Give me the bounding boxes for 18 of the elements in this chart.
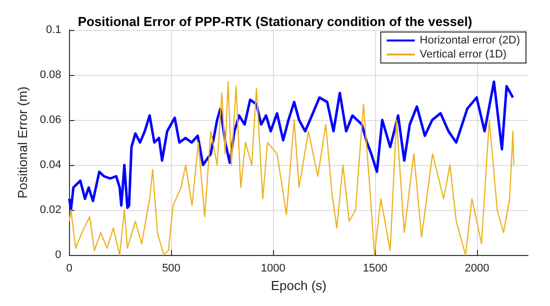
y-tick-label: 0.02 [40,204,62,216]
legend-label: Vertical error (1D) [420,48,507,60]
y-axis-title: Positional Error (m) [15,86,30,198]
x-axis-title: Epoch (s) [270,278,326,293]
line-series [68,81,514,256]
y-tick-label: 0 [55,249,62,261]
y-tick-label: 0.06 [40,114,62,126]
x-tick-label: 0 [66,262,72,274]
y-tick-label: 0.1 [46,24,62,36]
line-series [68,80,514,212]
x-tick-label: 500 [162,262,180,274]
y-tick-label: 0.04 [40,159,62,171]
x-tick-label: 1000 [260,262,286,274]
y-tick-label: 0.08 [40,69,62,81]
chart-title: Positional Error of PPP-RTK (Stationary condition of the vessel) [78,14,472,29]
x-tick-label: 1500 [362,262,388,274]
x-tick-label: 2000 [464,262,490,274]
legend-label: Horizontal error (2D) [420,34,520,46]
